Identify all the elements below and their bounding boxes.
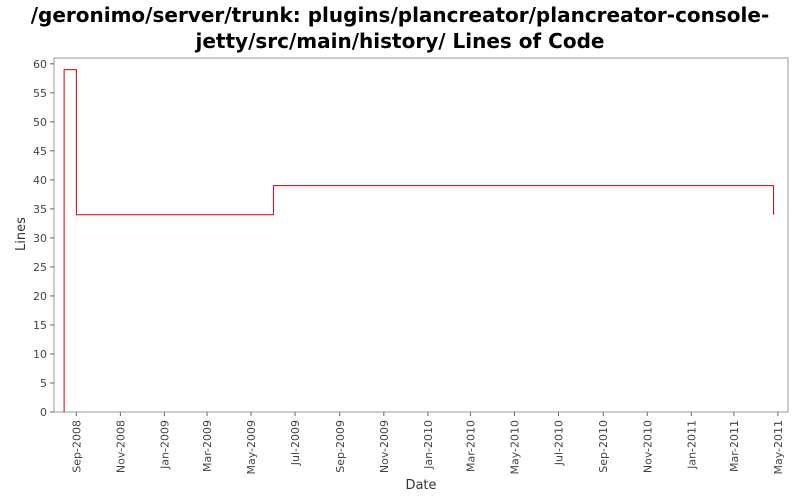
x-tick-label: Mar-2011 xyxy=(728,420,741,472)
x-tick-label: Nov-2009 xyxy=(378,420,391,473)
x-tick-label: Jan-2011 xyxy=(685,420,698,470)
x-tick-label: Mar-2009 xyxy=(201,420,214,472)
y-tick-label: 0 xyxy=(40,406,47,419)
x-axis: Sep-2008 Nov-2008 Jan-2009 Mar-2009 May-2009… xyxy=(70,412,785,475)
y-tick-label: 45 xyxy=(33,145,47,158)
x-axis-label: Date xyxy=(405,478,436,493)
x-tick-label: Jul-2010 xyxy=(552,420,565,466)
y-tick-label: 55 xyxy=(33,87,47,100)
x-tick-label: Sep-2010 xyxy=(597,420,610,473)
plot-border xyxy=(53,57,789,413)
series-line xyxy=(63,69,775,412)
x-tick-label: May-2009 xyxy=(245,420,258,475)
y-tick-label: 10 xyxy=(33,348,47,361)
chart-title: /geronimo/server/trunk: plugins/plancrea… xyxy=(0,2,800,54)
x-tick-label: Sep-2008 xyxy=(70,420,83,473)
x-tick-label: May-2010 xyxy=(508,420,521,475)
x-tick-label: Jul-2009 xyxy=(289,420,302,466)
y-tick-label: 35 xyxy=(33,203,47,216)
y-tick-label: 25 xyxy=(33,261,47,274)
x-tick-label: Sep-2009 xyxy=(334,420,347,473)
y-tick-label: 30 xyxy=(33,232,47,245)
y-tick-label: 40 xyxy=(33,174,47,187)
y-tick-label: 5 xyxy=(40,377,47,390)
plot-area xyxy=(53,57,789,413)
x-tick-label: Jan-2009 xyxy=(158,420,171,470)
x-tick-label: Nov-2008 xyxy=(114,420,127,473)
x-tick-label: May-2011 xyxy=(772,420,785,475)
x-tick-label: Nov-2010 xyxy=(641,420,654,473)
y-tick-label: 15 xyxy=(33,319,47,332)
x-tick-label: Jan-2010 xyxy=(422,420,435,470)
y-axis-label: Lines xyxy=(14,217,29,251)
y-axis: 0 5 10 15 20 25 30 35 40 45 50 55 60 xyxy=(33,58,54,419)
y-tick-label: 50 xyxy=(33,116,47,129)
chart-title-line-2: jetty/src/main/history/ Lines of Code xyxy=(195,29,605,53)
chart-title-line-1: /geronimo/server/trunk: plugins/plancrea… xyxy=(30,3,770,27)
x-tick-label: Mar-2010 xyxy=(464,420,477,472)
y-tick-label: 20 xyxy=(33,290,47,303)
y-tick-label: 60 xyxy=(33,58,47,71)
